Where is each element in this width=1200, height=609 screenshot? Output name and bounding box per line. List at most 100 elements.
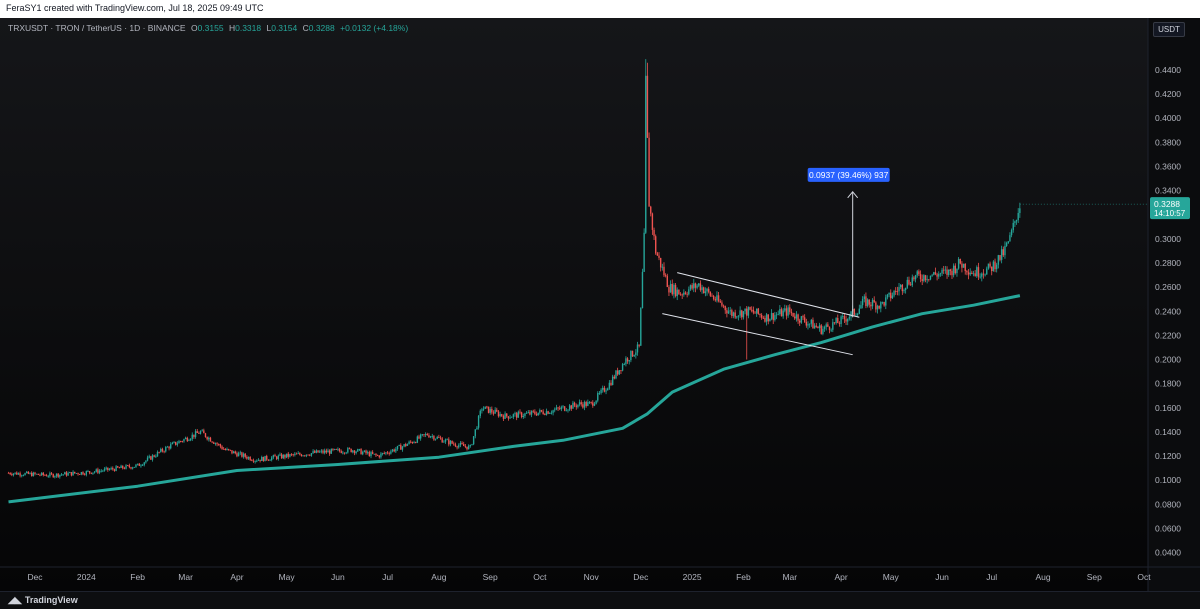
candle-body [583,402,586,408]
candle-body [607,388,609,391]
candle-body [731,310,733,317]
candle-body [895,290,897,292]
candle-body [419,434,422,439]
candle-body [952,265,955,276]
candle-body [54,476,56,478]
candle-body [658,255,660,258]
y-tick-label: 0.1400 [1155,427,1181,437]
candle-body [557,407,559,409]
candle-body [598,392,601,394]
candle-body [820,325,822,334]
candle-body [37,473,40,475]
candle-body [363,450,366,452]
candle-body [772,313,774,321]
candle-body [429,436,432,438]
candle-body [903,289,905,292]
candle-body [898,287,900,292]
candle-body [208,437,210,440]
candle-body [555,407,558,410]
candle-body [226,449,228,451]
candle-body [683,292,685,295]
candle-body [853,308,856,315]
candle-body [565,410,568,412]
candle-body [108,469,111,471]
x-tick-label: May [883,572,900,582]
candle-body [785,308,788,316]
candle-body [352,450,354,453]
candle-body [739,310,741,316]
candle-body [176,443,179,445]
candle-body [218,444,220,445]
channel-lower-line [662,313,853,356]
candle-body [191,434,193,439]
candle-body [890,292,892,299]
candle-body [799,320,801,323]
candle-body [873,299,875,303]
candle-body [620,370,622,371]
candle-body [494,409,496,414]
candle-body [45,475,48,477]
candle-body [906,279,909,288]
candle-body [742,311,745,318]
candle-body [1007,241,1009,244]
candle-body [178,441,180,444]
candle-body [188,440,190,441]
candle-body [605,390,607,392]
y-tick-label: 0.3400 [1155,186,1181,196]
candle-body [103,468,106,471]
candle-body [655,236,657,254]
candle-body [870,304,872,307]
candle-body [155,456,157,458]
candle-body [595,400,597,404]
candle-body [625,358,627,365]
candle-body [964,263,966,272]
candle-body [938,273,940,277]
candle-body [221,446,223,449]
candle-body [350,448,352,453]
symbol-title: TRXUSDT · TRON / TetherUS · 1D · BINANCE [8,23,186,33]
candle-body [506,413,508,417]
candle-body [416,436,419,443]
candle-body [808,323,811,325]
candle-body [608,382,611,389]
candle-body [194,431,197,437]
candle-body [474,429,476,437]
currency-button[interactable]: USDT [1153,22,1185,37]
candle-body [193,434,195,437]
measure-arrow-head [847,191,859,199]
candle-body [790,311,793,313]
candle-body [224,448,227,451]
current-price-value: 0.3288 [1154,199,1180,209]
candle-body [110,468,112,470]
candle-body [517,411,520,418]
candle-body [823,327,826,329]
chart-area[interactable] [0,18,1200,591]
candle-body [843,316,846,320]
candle-body [234,451,236,454]
candle-body [611,376,614,385]
candle-body [636,344,639,353]
candle-body [812,319,814,329]
candle-body [270,457,273,461]
candle-body [88,471,91,473]
candle-body [105,467,107,469]
tradingview-logo[interactable]: ◢◣ TradingView [8,595,78,606]
candle-body [280,454,283,459]
candle-body [752,309,755,313]
candle-body [650,206,652,214]
candle-body [845,319,847,322]
candle-body [924,275,927,281]
candle-body [888,292,890,295]
candle-body [57,473,59,477]
candle-body [406,444,409,446]
candle-body [633,355,635,357]
x-tick-label: Oct [1137,572,1151,582]
candle-body [70,472,73,476]
candle-body [282,454,284,459]
candle-body [991,266,993,272]
candle-body [969,272,971,275]
candle-body [211,441,213,443]
candle-body [976,267,978,277]
candle-body [125,465,127,469]
